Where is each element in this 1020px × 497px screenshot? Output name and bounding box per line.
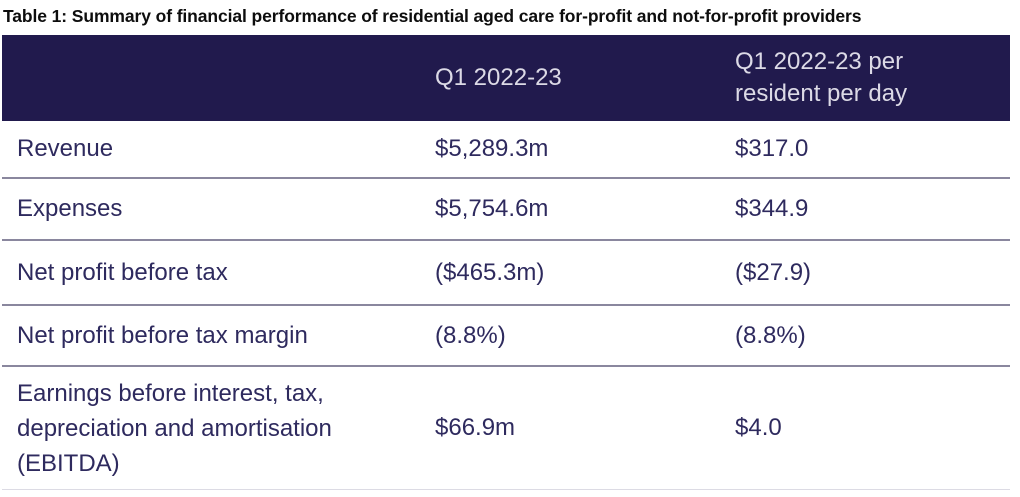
table-caption: Table 1: Summary of financial performanc…	[3, 6, 862, 26]
row-label: Net profit before tax	[2, 239, 420, 305]
row-value-per-day: $344.9	[720, 177, 1010, 240]
ebitda-label: Earnings before interest, tax, depreciat…	[17, 379, 332, 477]
table-row-net-profit-margin: Net profit before tax margin (8.8%) (8.8…	[2, 304, 1010, 366]
header-row: Q1 2022-23 Q1 2022-23 per resident per d…	[2, 35, 1010, 121]
table-row-revenue: Revenue $5,289.3m $317.0	[2, 121, 1010, 178]
row-label: Revenue	[17, 135, 114, 162]
table-row-ebitda: Earnings before interest, tax, depreciat…	[2, 365, 1010, 490]
row-value-q1: (8.8%)	[420, 304, 720, 366]
row-value-per-day: (8.8%)	[720, 304, 1010, 366]
row-value-per-day: $317.0	[735, 135, 809, 162]
row-value-per-day: ($27.9)	[720, 239, 1010, 305]
row-label: Earnings before interest, tax, depreciat…	[2, 365, 420, 490]
row-label: Net profit before tax margin	[2, 304, 420, 366]
header-cell-per-resident-per-day: Q1 2022-23 per resident per day	[720, 35, 1010, 121]
header-cell-q1: Q1 2022-23	[420, 35, 720, 121]
financial-performance-table: Q1 2022-23 Q1 2022-23 per resident per d…	[2, 35, 1010, 490]
row-value-q1: $5,754.6m	[420, 177, 720, 240]
table-row-net-profit-before-tax: Net profit before tax ($465.3m) ($27.9)	[2, 239, 1010, 305]
row-value-q1: $5,289.3m	[435, 135, 549, 162]
row-label: Expenses	[2, 177, 420, 240]
row-value-q1: $66.9m	[420, 365, 720, 490]
header-q1-label: Q1 2022-23	[435, 64, 562, 91]
row-value-per-day: $4.0	[720, 365, 1010, 490]
table-row-expenses: Expenses $5,754.6m $344.9	[2, 177, 1010, 240]
header-cell-metric	[2, 35, 420, 121]
header-per-resident-label: Q1 2022-23 per resident per day	[735, 48, 908, 107]
row-value-q1: ($465.3m)	[420, 239, 720, 305]
